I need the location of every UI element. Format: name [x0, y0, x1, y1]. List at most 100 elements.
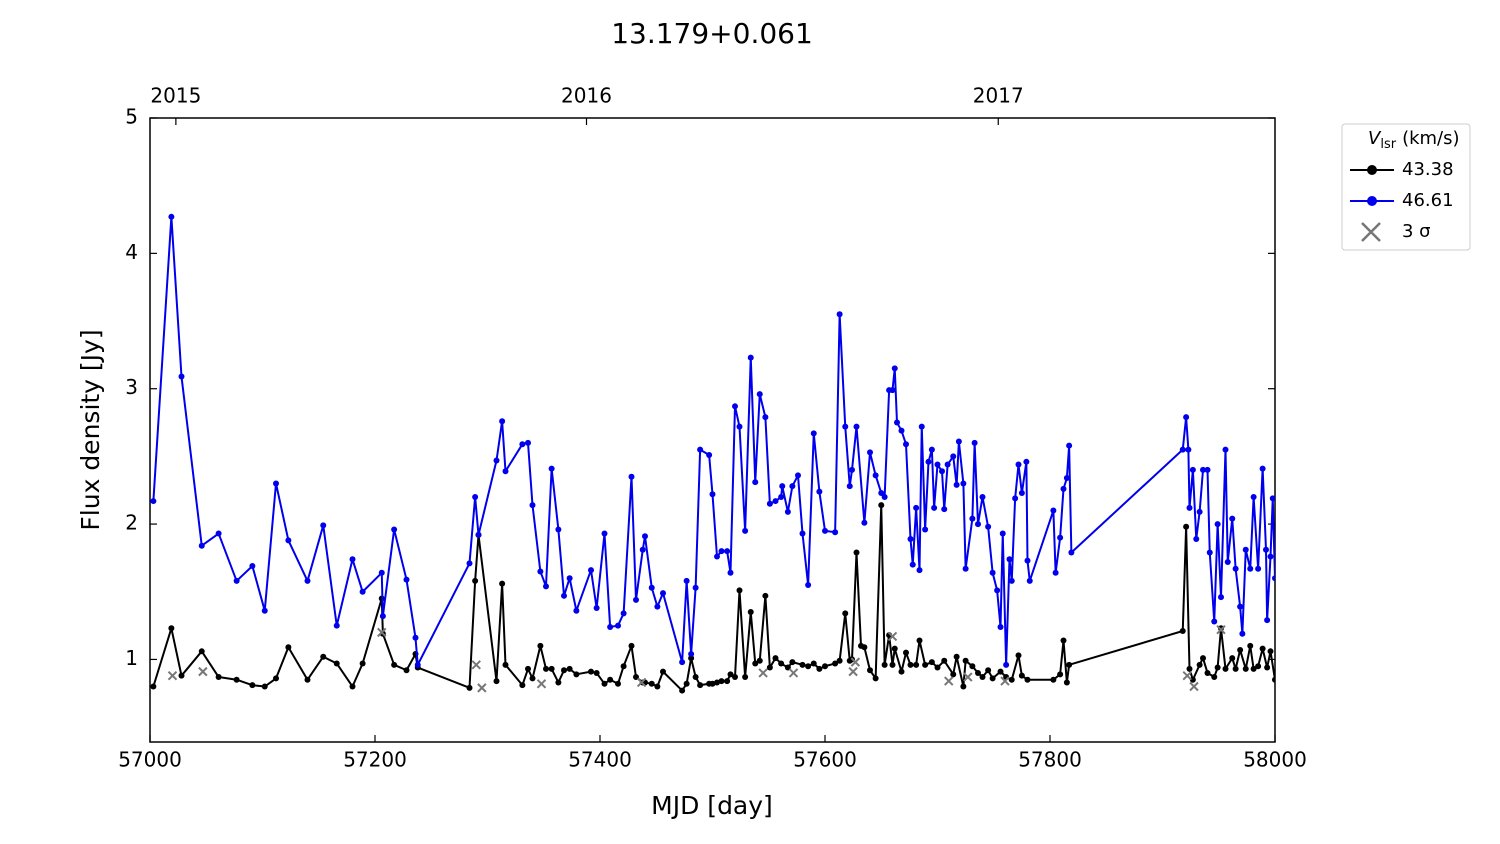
- point-marker: [615, 622, 621, 629]
- point-marker: [472, 494, 479, 501]
- point-marker: [1015, 461, 1022, 468]
- point-marker: [499, 580, 506, 587]
- point-marker: [1008, 676, 1015, 683]
- point-marker: [985, 523, 992, 530]
- point-marker: [989, 569, 996, 576]
- point-marker: [816, 488, 823, 495]
- point-marker: [601, 680, 608, 687]
- point-marker: [766, 500, 773, 507]
- point-marker: [747, 354, 754, 361]
- point-marker: [628, 473, 635, 480]
- x-tick-label: 57200: [343, 748, 407, 772]
- point-marker: [1012, 495, 1019, 502]
- point-marker: [1066, 442, 1073, 449]
- cross-marker: [1189, 681, 1199, 692]
- point-marker: [861, 519, 868, 526]
- point-marker: [789, 483, 796, 490]
- point-marker: [391, 526, 398, 533]
- point-marker: [261, 607, 268, 614]
- legend-marker: [1367, 165, 1377, 175]
- point-marker: [909, 561, 916, 568]
- point-marker: [1218, 594, 1224, 601]
- point-marker: [493, 457, 500, 464]
- point-marker: [537, 642, 544, 649]
- point-marker: [648, 680, 655, 687]
- series-line: [152, 504, 1275, 692]
- point-marker: [1189, 676, 1196, 683]
- cross-marker: [1216, 624, 1226, 635]
- point-marker: [1267, 648, 1274, 655]
- point-marker: [931, 504, 938, 511]
- point-marker: [273, 675, 279, 682]
- point-marker: [333, 622, 340, 629]
- point-marker: [168, 213, 175, 220]
- point-marker: [732, 403, 738, 410]
- point-marker: [1185, 446, 1192, 453]
- point-marker: [709, 491, 716, 498]
- point-marker: [178, 672, 185, 679]
- x2-tick-label: 2016: [561, 84, 612, 108]
- point-marker: [639, 546, 646, 553]
- point-marker: [994, 587, 1001, 594]
- point-marker: [1200, 655, 1206, 662]
- point-marker: [654, 603, 661, 610]
- point-marker: [846, 483, 853, 490]
- point-marker: [742, 527, 749, 534]
- point-marker: [633, 674, 639, 681]
- point-marker: [615, 680, 621, 687]
- point-marker: [320, 653, 327, 660]
- y-axis-label: Flux density [Jy]: [76, 329, 105, 530]
- point-marker: [304, 676, 311, 683]
- point-marker: [1237, 603, 1244, 610]
- point-marker: [233, 676, 240, 683]
- point-marker: [215, 674, 222, 681]
- y-tick-label: 4: [125, 240, 138, 264]
- point-marker: [1063, 679, 1070, 686]
- point-marker: [878, 489, 885, 496]
- point-marker: [805, 663, 812, 670]
- point-marker: [679, 659, 686, 666]
- point-marker: [525, 665, 531, 672]
- point-marker: [359, 660, 366, 667]
- point-marker: [989, 675, 996, 682]
- point-marker: [1057, 671, 1064, 678]
- point-marker: [555, 526, 562, 533]
- point-marker: [872, 675, 879, 682]
- point-marker: [273, 480, 279, 487]
- point-marker: [881, 661, 888, 668]
- x-tick-label: 57600: [793, 748, 857, 772]
- point-marker: [566, 665, 573, 672]
- point-marker: [889, 387, 896, 394]
- point-marker: [633, 596, 639, 603]
- point-marker: [1186, 504, 1193, 511]
- x-tick-label: 57400: [568, 748, 632, 772]
- point-marker: [1247, 642, 1254, 649]
- point-marker: [660, 590, 666, 597]
- point-marker: [620, 663, 627, 670]
- point-marker: [934, 461, 941, 468]
- point-marker: [853, 423, 860, 430]
- point-marker: [1264, 664, 1271, 671]
- point-marker: [747, 609, 754, 616]
- point-marker: [881, 494, 888, 501]
- y-tick-label: 1: [125, 646, 138, 670]
- point-marker: [502, 661, 509, 668]
- point-marker: [916, 637, 923, 644]
- cross-marker: [1182, 670, 1192, 681]
- point-marker: [907, 661, 914, 668]
- point-marker: [1239, 630, 1246, 637]
- point-marker: [822, 527, 828, 534]
- point-marker: [822, 663, 828, 670]
- point-marker: [683, 577, 690, 584]
- point-marker: [692, 584, 699, 591]
- point-marker: [573, 607, 580, 614]
- point-marker: [1204, 466, 1211, 473]
- point-marker: [679, 687, 686, 694]
- point-marker: [1024, 676, 1031, 683]
- cross-marker: [167, 670, 178, 681]
- point-marker: [1003, 661, 1010, 668]
- point-marker: [778, 494, 785, 501]
- legend-label: 46.61: [1402, 190, 1454, 211]
- point-marker: [654, 683, 661, 690]
- plot-layer: [150, 213, 1275, 694]
